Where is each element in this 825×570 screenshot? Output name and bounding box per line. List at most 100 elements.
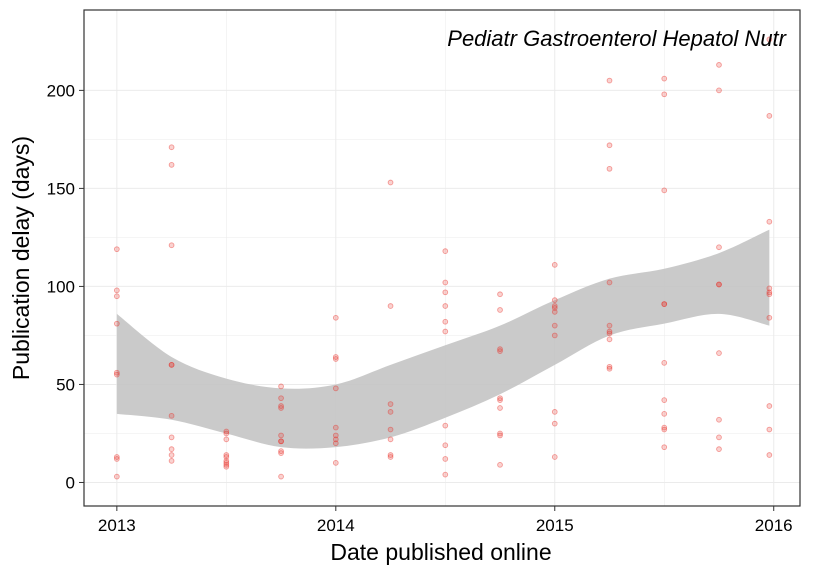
data-point	[113, 456, 120, 462]
data-point	[551, 420, 558, 427]
data-point	[113, 293, 120, 300]
data-point	[606, 365, 613, 372]
data-point	[278, 432, 284, 439]
data-point	[661, 360, 668, 366]
data-point	[223, 463, 230, 470]
data-point	[387, 401, 394, 407]
data-point	[497, 405, 503, 411]
data-point	[606, 363, 613, 370]
data-point	[223, 428, 230, 435]
data-point	[606, 330, 613, 337]
plot-border	[83, 9, 801, 507]
data-point	[661, 444, 668, 451]
data-point	[497, 430, 503, 437]
data-point	[606, 322, 613, 329]
data-point	[332, 385, 339, 392]
data-point	[606, 77, 613, 84]
data-point	[551, 322, 558, 329]
data-point	[387, 303, 394, 309]
data-point	[497, 461, 503, 468]
data-point	[551, 305, 558, 311]
data-point	[661, 301, 668, 307]
data-point	[442, 289, 449, 296]
data-point	[716, 446, 722, 452]
data-point	[223, 454, 230, 460]
data-point	[442, 279, 449, 286]
x-tick-label: 2014	[317, 516, 355, 535]
y-tick-label: 100	[47, 277, 75, 296]
data-point	[168, 452, 175, 458]
data-point	[168, 458, 175, 464]
data-point	[113, 246, 120, 253]
data-point	[661, 397, 668, 403]
data-point	[387, 436, 394, 443]
data-point	[766, 426, 773, 433]
data-point	[766, 289, 773, 296]
data-point	[716, 62, 722, 68]
data-point	[278, 473, 284, 480]
data-point	[661, 426, 668, 433]
data-point	[661, 301, 668, 307]
data-point	[442, 318, 449, 325]
data-point	[497, 397, 503, 403]
data-point	[387, 409, 394, 415]
data-point	[661, 411, 668, 417]
data-point	[716, 416, 722, 423]
plot-background	[84, 10, 800, 506]
chart-annotation: Pediatr Gastroenterol Hepatol Nutr	[447, 26, 787, 51]
data-point	[278, 403, 284, 409]
data-point	[606, 328, 613, 335]
data-point	[716, 87, 722, 94]
data-point	[766, 218, 773, 225]
data-point	[223, 458, 230, 464]
data-point	[332, 436, 339, 443]
data-point	[497, 348, 503, 354]
y-tick-label: 150	[47, 179, 75, 198]
x-axis: 2013 2014 2015 2016	[98, 506, 793, 535]
data-point	[497, 291, 503, 298]
smoothing-confidence-band	[116, 229, 770, 449]
data-point	[387, 452, 394, 458]
data-point	[113, 287, 120, 294]
data-point	[551, 309, 558, 315]
data-point	[716, 244, 722, 251]
data-point	[168, 144, 175, 151]
data-point	[716, 281, 722, 288]
data-point	[766, 403, 773, 409]
data-point	[332, 356, 339, 362]
data-point	[551, 409, 558, 415]
data-point	[332, 432, 339, 439]
data-point	[766, 285, 773, 292]
data-point	[442, 442, 449, 449]
data-point	[661, 75, 668, 82]
data-point	[716, 350, 722, 356]
data-point	[551, 454, 558, 460]
data-point	[168, 412, 175, 419]
x-tick-label: 2016	[755, 516, 793, 535]
data-point	[442, 422, 449, 429]
data-point	[442, 456, 449, 462]
data-point	[113, 369, 120, 376]
data-point	[661, 187, 668, 194]
data-point	[278, 395, 284, 402]
data-point	[168, 242, 175, 249]
data-point	[606, 336, 613, 343]
data-point	[278, 383, 284, 390]
data-point	[223, 461, 230, 468]
data-point	[661, 91, 668, 98]
data-point	[387, 426, 394, 433]
data-point	[223, 430, 230, 437]
data-point	[223, 436, 230, 443]
data-point	[332, 460, 339, 466]
y-tick-label: 200	[47, 81, 75, 100]
data-point	[332, 314, 339, 321]
data-point	[168, 446, 175, 452]
data-point	[442, 471, 449, 478]
data-point	[278, 450, 284, 456]
x-tick-label: 2013	[98, 516, 136, 535]
y-tick-label: 0	[66, 473, 75, 492]
data-point	[766, 314, 773, 321]
data-point	[223, 460, 230, 466]
x-tick-label: 2015	[536, 516, 574, 535]
